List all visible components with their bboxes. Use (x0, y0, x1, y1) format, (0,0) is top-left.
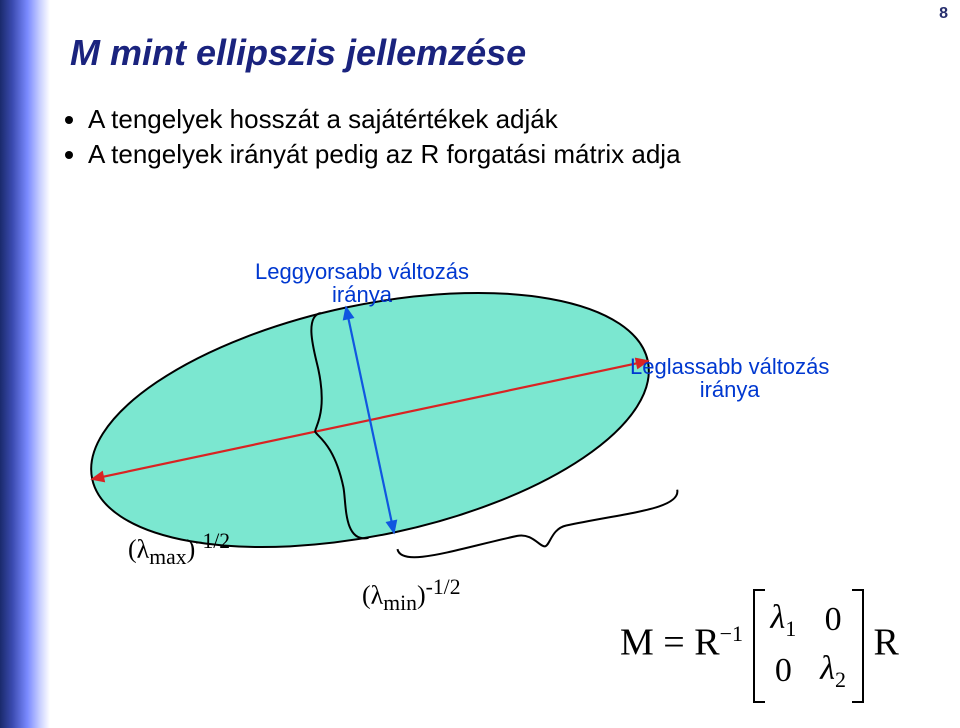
sidebar-gradient: Kató Zoltán: Ipari Képfeldolgozás (0, 0, 50, 728)
lambda-max-sub: max (149, 545, 186, 569)
lambda-min-open: (λ (362, 581, 383, 610)
matrix-table: λ1 0 0 λ2 (759, 595, 858, 697)
bullet-item: A tengelyek hosszát a sajátértékek adják (88, 104, 930, 135)
slowest-change-line1: Leglassabb változás (630, 354, 829, 379)
bracket-left-icon (753, 589, 765, 703)
formula-M: M (620, 622, 654, 664)
bracket-right-icon (852, 589, 864, 703)
lambda-min-power: -1/2 (426, 575, 461, 599)
matrix-formula: M = R−1 λ1 0 0 λ2 R (620, 595, 899, 697)
lambda-max-open: (λ (128, 535, 149, 564)
fastest-change-annotation: Leggyorsabb változás iránya (255, 260, 469, 306)
fastest-change-line2: iránya (332, 282, 392, 307)
matrix-cell: 0 (759, 646, 809, 697)
lambda-min-sub: min (383, 591, 417, 615)
slowest-change-line2: iránya (700, 377, 760, 402)
slide-content: M mint ellipszis jellemzése A tengelyek … (70, 32, 930, 174)
formula-R-right: R (873, 622, 898, 664)
lambda-min-label: (λmin)-1/2 (362, 575, 461, 616)
page-title: M mint ellipszis jellemzése (70, 32, 930, 74)
formula-neg1: −1 (720, 621, 743, 646)
bullet-item: A tengelyek irányát pedig az R forgatási… (88, 139, 930, 170)
matrix-cell: 0 (808, 595, 858, 646)
fastest-change-line1: Leggyorsabb változás (255, 259, 469, 284)
lambda-max-power: -1/2 (195, 529, 230, 553)
lambda-min-close: ) (417, 581, 426, 610)
bullet-list: A tengelyek hosszát a sajátértékek adják… (88, 104, 930, 170)
page-number: 8 (939, 5, 948, 23)
matrix-cell: λ2 (808, 646, 858, 697)
slowest-change-annotation: Leglassabb változás iránya (630, 355, 829, 401)
formula-R: R (694, 622, 719, 664)
formula-eq: = (663, 622, 694, 664)
matrix-cell: λ1 (759, 595, 809, 646)
formula-matrix: λ1 0 0 λ2 (759, 595, 858, 697)
lambda-max-close: ) (187, 535, 196, 564)
lambda-max-label: (λmax)-1/2 (128, 529, 230, 570)
